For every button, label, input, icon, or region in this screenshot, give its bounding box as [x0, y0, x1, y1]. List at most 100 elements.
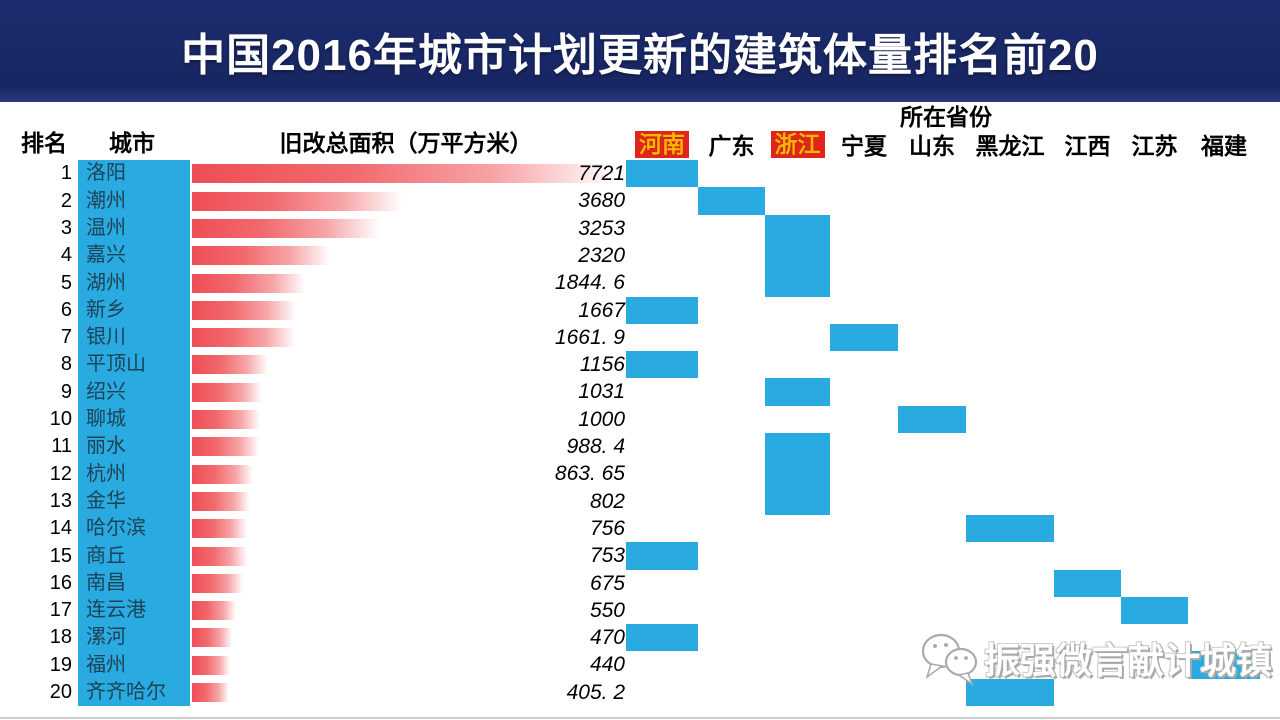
city-cell: 平顶山	[78, 351, 190, 378]
area-bar	[192, 574, 243, 593]
area-bar	[192, 164, 617, 183]
city-cell: 温州	[78, 215, 190, 242]
column-header-rank: 排名	[21, 130, 67, 156]
province-marker-cell	[1121, 597, 1188, 624]
province-header-4: 宁夏	[830, 130, 898, 159]
province-marker-cell	[626, 351, 698, 378]
rank-cell: 6	[60, 299, 72, 321]
city-cell: 齐齐哈尔	[78, 679, 190, 706]
city-cell: 商丘	[78, 542, 190, 570]
area-bar	[192, 383, 262, 402]
column-header-province-group: 所在省份	[900, 104, 992, 130]
title-bar: 中国2016年城市计划更新的建筑体量排名前20	[0, 0, 1280, 102]
area-value: 7721	[578, 162, 625, 185]
area-bar	[192, 192, 402, 211]
city-cell: 杭州	[78, 460, 190, 488]
rank-cell: 1	[60, 162, 72, 184]
watermark: 振强微言献计城镇	[918, 630, 1272, 686]
rank-cell: 13	[49, 490, 72, 512]
province-marker-cell	[1188, 651, 1260, 679]
province-header-5: 山东	[898, 130, 966, 159]
city-cell: 绍兴	[78, 378, 190, 406]
province-header-6: 黑龙江	[966, 130, 1054, 159]
area-value: 1667	[578, 299, 625, 322]
city-cell: 金华	[78, 488, 190, 515]
province-marker-cell	[765, 269, 830, 297]
city-cell: 聊城	[78, 406, 190, 433]
area-value: 405. 2	[566, 681, 625, 704]
province-header-7: 江西	[1054, 130, 1121, 159]
area-value: 550	[589, 599, 625, 622]
area-bar	[192, 328, 295, 347]
area-value: 440	[589, 653, 625, 676]
area-bar	[192, 219, 380, 238]
rank-cell: 4	[60, 244, 72, 266]
province-marker-cell	[765, 215, 830, 242]
city-cell: 福州	[78, 651, 190, 679]
area-value: 2320	[578, 244, 625, 267]
area-bar	[192, 301, 296, 320]
area-value: 3253	[578, 217, 625, 240]
province-marker-cell	[765, 433, 830, 460]
watermark-text: 振强微言献计城镇	[984, 640, 1273, 681]
city-cell: 湖州	[78, 269, 190, 297]
area-value: 470	[589, 626, 625, 649]
area-value: 756	[589, 517, 625, 540]
province-marker-cell	[626, 624, 698, 651]
province-header-3: 浙江	[765, 130, 830, 158]
province-label-highlighted: 浙江	[770, 130, 825, 158]
rank-cell: 17	[49, 599, 72, 621]
city-cell: 洛阳	[78, 160, 190, 187]
area-bar	[192, 437, 259, 456]
province-marker-cell	[966, 515, 1054, 542]
area-value: 1156	[579, 353, 625, 376]
province-label-highlighted: 河南	[635, 130, 689, 158]
area-bar	[192, 410, 260, 429]
city-cell: 丽水	[78, 433, 190, 460]
bottom-divider	[0, 717, 1280, 719]
rank-cell: 5	[60, 272, 72, 294]
area-bar	[192, 465, 253, 484]
province-header-8: 江苏	[1121, 130, 1188, 159]
wechat-icon	[921, 633, 978, 686]
province-label: 江西	[1064, 133, 1111, 159]
rank-cell: 14	[49, 517, 72, 539]
area-bar	[192, 355, 268, 374]
area-value: 863. 65	[554, 462, 625, 485]
city-cell: 哈尔滨	[78, 515, 190, 542]
rank-cell: 16	[49, 572, 72, 594]
column-header-city: 城市	[109, 130, 155, 156]
province-marker-cell	[698, 187, 765, 215]
area-bar	[192, 519, 247, 538]
area-bar	[192, 246, 330, 265]
province-marker-cell	[626, 297, 698, 324]
area-value: 1000	[578, 408, 625, 431]
city-cell: 漯河	[78, 624, 190, 651]
province-label: 宁夏	[841, 133, 887, 159]
city-cell: 南昌	[78, 570, 190, 597]
rank-cell: 18	[49, 626, 72, 648]
province-marker-cell	[966, 679, 1054, 706]
rank-cell: 15	[49, 545, 72, 567]
province-marker-cell	[626, 542, 698, 570]
rank-cell: 10	[49, 408, 72, 430]
province-marker-cell	[898, 406, 966, 433]
area-value: 1661. 9	[554, 326, 625, 349]
area-bar	[192, 274, 305, 293]
province-marker-cell	[1054, 570, 1121, 597]
area-bar	[192, 656, 230, 675]
rank-cell: 19	[49, 654, 72, 676]
province-label: 广东	[708, 133, 755, 159]
city-cell: 潮州	[78, 187, 190, 215]
column-header-area: 旧改总面积（万平方米）	[279, 130, 533, 156]
page-title: 中国2016年城市计划更新的建筑体量排名前20	[181, 31, 1099, 80]
rank-cell: 11	[51, 435, 72, 457]
area-bar	[192, 492, 250, 511]
area-bar	[192, 628, 232, 647]
rank-cell: 3	[60, 217, 72, 239]
province-marker-cell	[830, 324, 898, 351]
area-value: 1031	[578, 380, 625, 403]
province-label: 黑龙江	[975, 133, 1045, 159]
province-marker-cell	[765, 242, 830, 269]
